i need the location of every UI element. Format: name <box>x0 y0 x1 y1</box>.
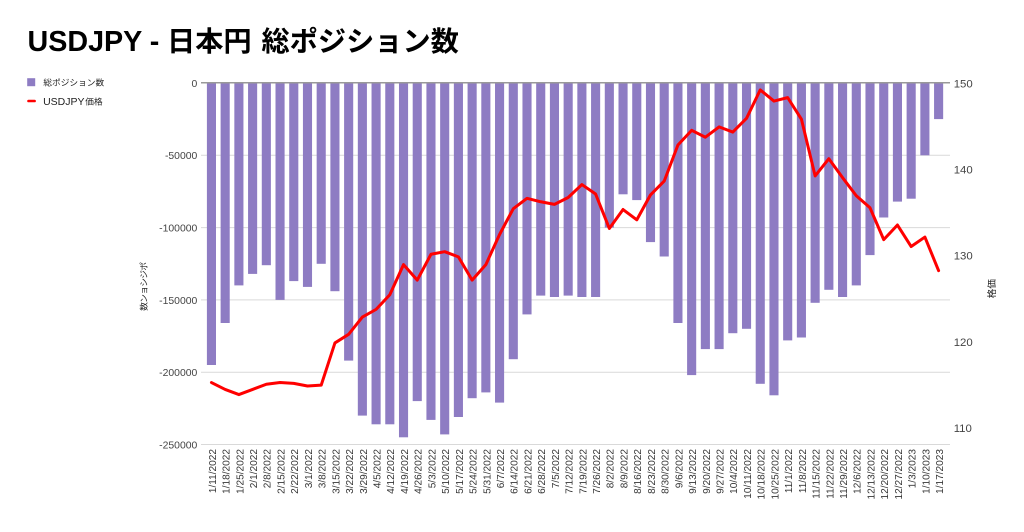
svg-text:-150000: -150000 <box>159 296 197 307</box>
svg-text:10/11/2022: 10/11/2022 <box>743 449 754 499</box>
svg-text:2/22/2022: 2/22/2022 <box>290 449 301 494</box>
svg-text:4/5/2022: 4/5/2022 <box>372 449 383 489</box>
svg-text:5/10/2022: 5/10/2022 <box>441 449 452 494</box>
svg-text:7/5/2022: 7/5/2022 <box>551 449 562 489</box>
svg-text:-50000: -50000 <box>165 151 198 162</box>
svg-text:12/6/2022: 12/6/2022 <box>853 449 864 494</box>
svg-text:11/1/2022: 11/1/2022 <box>784 449 795 494</box>
svg-text:-250000: -250000 <box>159 440 197 451</box>
svg-text:9/27/2022: 9/27/2022 <box>715 449 726 494</box>
svg-text:10/18/2022: 10/18/2022 <box>757 449 768 500</box>
svg-text:-100000: -100000 <box>159 224 197 235</box>
svg-text:0: 0 <box>192 79 198 90</box>
svg-text:4/19/2022: 4/19/2022 <box>400 449 411 494</box>
svg-text:6/7/2022: 6/7/2022 <box>496 449 507 489</box>
svg-text:2/15/2022: 2/15/2022 <box>276 449 287 494</box>
svg-text:USDJPY: USDJPY <box>43 96 84 108</box>
svg-text:110: 110 <box>954 423 972 435</box>
svg-text:5/17/2022: 5/17/2022 <box>455 449 466 494</box>
svg-text:3/15/2022: 3/15/2022 <box>331 449 342 494</box>
svg-text:8/2/2022: 8/2/2022 <box>606 449 617 489</box>
svg-text:1/3/2023: 1/3/2023 <box>908 449 919 489</box>
svg-text:7/12/2022: 7/12/2022 <box>565 449 576 494</box>
svg-text:5/31/2022: 5/31/2022 <box>482 449 493 494</box>
svg-text:12/13/2022: 12/13/2022 <box>866 449 877 500</box>
svg-text:8/9/2022: 8/9/2022 <box>619 449 630 489</box>
svg-text:8/16/2022: 8/16/2022 <box>633 449 644 494</box>
svg-text:7/19/2022: 7/19/2022 <box>578 449 589 494</box>
svg-text:3/29/2022: 3/29/2022 <box>359 449 370 494</box>
svg-text:1/11/2022: 1/11/2022 <box>208 449 219 494</box>
svg-text:2/8/2022: 2/8/2022 <box>263 449 274 489</box>
svg-text:6/21/2022: 6/21/2022 <box>523 449 534 494</box>
svg-text:8/30/2022: 8/30/2022 <box>661 449 672 494</box>
svg-text:4/26/2022: 4/26/2022 <box>414 449 425 494</box>
svg-text:5/24/2022: 5/24/2022 <box>469 449 480 494</box>
svg-text:4/12/2022: 4/12/2022 <box>386 449 397 494</box>
svg-text:5/3/2022: 5/3/2022 <box>427 449 438 489</box>
svg-text:11/8/2022: 11/8/2022 <box>798 449 809 494</box>
svg-text:11/22/2022: 11/22/2022 <box>825 449 836 499</box>
svg-text:6/14/2022: 6/14/2022 <box>510 449 521 494</box>
svg-text:10/4/2022: 10/4/2022 <box>729 449 740 494</box>
svg-text:2/1/2022: 2/1/2022 <box>249 449 260 489</box>
svg-text:12/27/2022: 12/27/2022 <box>894 449 905 500</box>
svg-text:7/26/2022: 7/26/2022 <box>592 449 603 494</box>
svg-text:11/15/2022: 11/15/2022 <box>812 449 823 499</box>
svg-text:9/13/2022: 9/13/2022 <box>688 449 699 494</box>
svg-text:150: 150 <box>954 79 973 91</box>
svg-text:3/8/2022: 3/8/2022 <box>318 449 329 489</box>
svg-text:130: 130 <box>954 251 973 263</box>
svg-text:1/18/2022: 1/18/2022 <box>222 449 233 494</box>
svg-text:140: 140 <box>954 165 973 177</box>
svg-text:9/20/2022: 9/20/2022 <box>702 449 713 494</box>
svg-text:-200000: -200000 <box>159 368 197 379</box>
svg-text:3/1/2022: 3/1/2022 <box>304 449 315 489</box>
svg-text:1/25/2022: 1/25/2022 <box>235 449 246 494</box>
svg-text:10/25/2022: 10/25/2022 <box>770 449 781 500</box>
svg-text:12/20/2022: 12/20/2022 <box>880 449 891 500</box>
svg-text:8/23/2022: 8/23/2022 <box>647 449 658 494</box>
svg-text:1/17/2023: 1/17/2023 <box>935 449 946 494</box>
svg-text:USDJPY -: USDJPY - <box>28 26 160 58</box>
svg-text:11/29/2022: 11/29/2022 <box>839 449 850 499</box>
svg-text:3/22/2022: 3/22/2022 <box>345 449 356 494</box>
svg-text:6/28/2022: 6/28/2022 <box>537 449 548 494</box>
svg-text:120: 120 <box>954 337 973 349</box>
svg-text:9/6/2022: 9/6/2022 <box>674 449 685 489</box>
svg-text:1/10/2023: 1/10/2023 <box>921 449 932 494</box>
